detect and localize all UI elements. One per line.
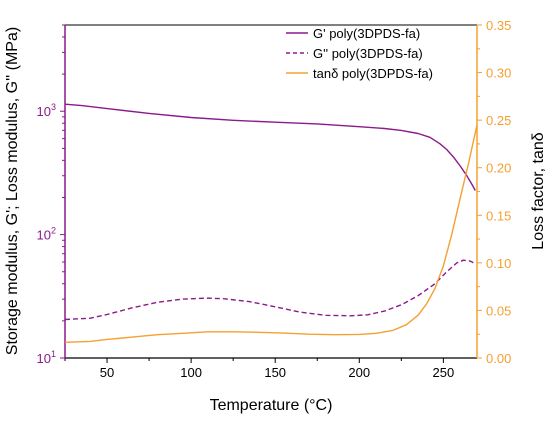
x-tick-label: 250: [433, 365, 455, 380]
x-tick-label: 150: [264, 365, 286, 380]
right-tick-label: 0.20: [486, 161, 511, 176]
right-tick-label: 0.00: [486, 351, 511, 366]
series-tandelta-line: [64, 124, 478, 343]
series-layer: [64, 103, 478, 343]
x-axis-title: Temperature (°C): [210, 397, 333, 414]
series-gdoubleprime-line: [64, 259, 476, 321]
x-tick-label: 200: [348, 365, 370, 380]
right-tick-label: 0.25: [486, 113, 511, 128]
right-axis-ticks: 0.00 0.05 0.10 0.15 0.20 0.25 0.30 0.35: [477, 18, 511, 366]
x-axis-ticks: 50 100 150 200 250: [64, 358, 455, 380]
right-tick-label: 0.15: [486, 208, 511, 223]
right-axis-title: Loss factor, tanδ: [530, 132, 547, 250]
legend-label-gprime: G' poly(3DPDS-fa): [313, 26, 420, 41]
x-tick-label: 50: [100, 365, 114, 380]
left-tick-label: 103: [37, 102, 56, 119]
left-tick-label: 101: [37, 349, 56, 366]
series-gprime-line: [64, 103, 476, 191]
left-axis-ticks: 101 102 103: [37, 24, 65, 366]
legend-label-tandelta: tanδ poly(3DPDS-fa): [313, 66, 433, 81]
left-tick-label: 102: [37, 226, 56, 243]
right-tick-label: 0.35: [486, 18, 511, 33]
right-tick-label: 0.30: [486, 66, 511, 81]
x-tick-label: 100: [180, 365, 202, 380]
left-axis-title: Storage modulus, G'; Loss modulus, G'' (…: [4, 27, 21, 355]
right-tick-label: 0.05: [486, 303, 511, 318]
right-tick-label: 0.10: [486, 256, 511, 271]
legend-label-gdoubleprime: G'' poly(3DPDS-fa): [313, 46, 423, 61]
legend: G' poly(3DPDS-fa) G'' poly(3DPDS-fa) tan…: [286, 26, 433, 81]
